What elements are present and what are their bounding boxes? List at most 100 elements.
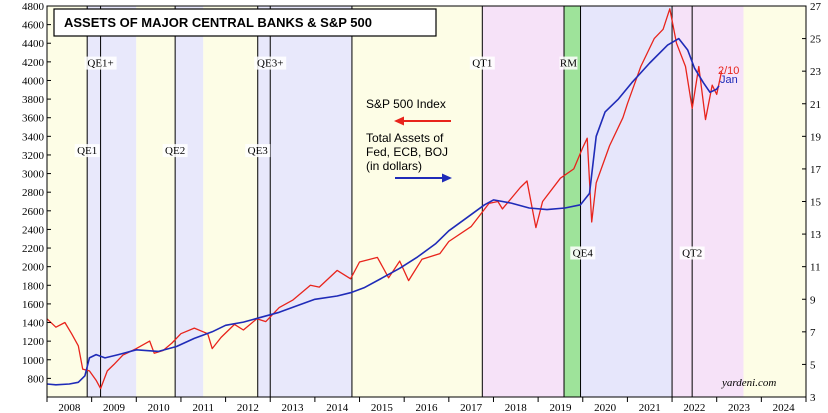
y-left-tick-label: 2600	[22, 206, 45, 218]
shaded-period	[257, 6, 352, 397]
y-left-tick-label: 2000	[22, 262, 45, 274]
y-left-tick-label: 3800	[22, 94, 45, 106]
x-tick-label: 2014	[326, 402, 349, 413]
annotation-label: QE2	[165, 145, 185, 157]
y-right-tick-label: 21	[810, 99, 821, 111]
y-right-tick-label: 9	[810, 294, 816, 306]
x-tick-label: 2017	[460, 402, 483, 413]
legend-sp500-arrow	[394, 116, 451, 126]
shaded-period	[47, 6, 88, 397]
shaded-period	[87, 6, 137, 397]
x-tick-label: 2012	[237, 402, 259, 413]
shaded-period	[580, 6, 673, 397]
y-left-tick-label: 4400	[22, 38, 45, 50]
x-tick-label: 2020	[594, 402, 617, 413]
annotation-label: QE3	[248, 145, 269, 157]
shaded-period	[175, 6, 204, 397]
title-box	[53, 8, 437, 37]
y-right-tick-label: 15	[810, 197, 822, 209]
sp500-end-label: 2/10	[718, 65, 739, 77]
y-left-tick-label: 1400	[22, 318, 45, 330]
y-left-tick-label: 3000	[22, 169, 45, 181]
shaded-period	[351, 6, 483, 397]
annotation-bg	[162, 144, 188, 158]
annotation-label: QE1	[77, 145, 97, 157]
y-axis-right: 3 5 7 9 11 13 15 17 19 21 23 25 27	[802, 1, 822, 404]
legend-assets-line3: (in dollars)	[366, 159, 422, 173]
x-tick-label: 2016	[416, 402, 439, 413]
annotation-bg	[74, 144, 100, 158]
policy-lines	[86, 6, 693, 397]
shaded-period	[203, 6, 258, 397]
annotation-label: QT2	[682, 247, 702, 259]
chart-title-text: ASSETS OF MAJOR CENTRAL BANKS & S&P 500	[64, 15, 372, 30]
x-tick-label: 2019	[549, 402, 572, 413]
legend-assets-line2: Fed, ECB, BOJ	[366, 145, 448, 159]
shaded-periods	[47, 6, 806, 397]
annotation-label: QT1	[472, 58, 492, 70]
annotation-label: QE3+	[257, 58, 283, 70]
annotation-bg	[679, 246, 705, 260]
annotation-label: RM	[560, 58, 577, 70]
y-right-tick-label: 27	[810, 1, 822, 13]
y-left-tick-label: 4600	[22, 20, 45, 32]
y-left-tick-label: 3600	[22, 113, 45, 125]
y-left-tick-label: 1800	[22, 280, 45, 292]
y-axis-left: 800 1000 1200 1400 1600 1800 2000 2200 2400 2600 2…	[22, 1, 51, 385]
legend: S&P 500 Index Total Assets of Fed, ECB, …	[366, 97, 452, 183]
x-tick-label: 2024	[773, 402, 796, 413]
x-tick-label: 2022	[683, 402, 705, 413]
x-tick-label: 2009	[103, 402, 126, 413]
x-tick-label: 2015	[371, 402, 394, 413]
x-tick-label: 2010	[148, 402, 171, 413]
y-left-tick-label: 2800	[22, 187, 45, 199]
y-left-tick-label: 1200	[22, 336, 45, 348]
y-left-tick-label: 3400	[22, 131, 45, 143]
shaded-period	[564, 6, 581, 397]
y-right-tick-label: 5	[810, 359, 816, 371]
annotation-bg	[570, 246, 596, 260]
annotation-bg	[469, 56, 495, 70]
y-left-tick-label: 800	[28, 373, 45, 385]
assets-end-label: Jan	[720, 74, 738, 86]
y-right-tick-label: 23	[810, 66, 822, 78]
legend-assets-arrow	[395, 173, 452, 183]
y-left-tick-label: 1000	[22, 355, 45, 367]
y-left-tick-label: 1600	[22, 299, 45, 311]
policy-annotations: QE1 QE1+ QE2 QE3 QE3+ QT1 RM QE4 QT2	[74, 56, 705, 260]
y-right-tick-label: 19	[810, 131, 822, 143]
y-right-tick-label: 25	[810, 34, 822, 46]
y-left-tick-label: 3200	[22, 150, 45, 162]
x-tick-label: 2011	[192, 402, 214, 413]
y-right-tick-label: 7	[810, 327, 816, 339]
y-left-tick-label: 4800	[22, 1, 45, 13]
x-axis: 2008 2009 2010 2011 2012 2013 2014 2015 2016 2017…	[46, 397, 807, 413]
annotation-bg	[245, 144, 271, 158]
assets-series-line	[46, 37, 720, 386]
legend-sp500-label: S&P 500 Index	[366, 97, 446, 111]
series-lines	[46, 8, 723, 390]
annotation-label: QE1+	[87, 58, 113, 70]
annotation-label: QE4	[573, 247, 594, 259]
y-right-tick-label: 3	[810, 392, 816, 404]
x-tick-label: 2013	[282, 402, 305, 413]
y-left-tick-label: 2400	[22, 224, 45, 236]
shaded-period	[136, 6, 176, 397]
y-right-tick-label: 17	[810, 164, 822, 176]
y-left-tick-label: 4000	[22, 75, 45, 87]
legend-assets-line1: Total Assets of	[366, 131, 444, 145]
y-right-tick-label: 13	[810, 229, 822, 241]
chart-title: ASSETS OF MAJOR CENTRAL BANKS & S&P 500	[53, 8, 437, 37]
annotation-bg	[254, 56, 287, 70]
x-tick-label: 2023	[728, 402, 751, 413]
shaded-period	[672, 6, 744, 397]
x-tick-label: 2018	[505, 402, 528, 413]
y-left-tick-label: 2200	[22, 243, 45, 255]
x-tick-label: 2021	[639, 402, 661, 413]
shaded-period	[743, 6, 806, 397]
source-label: yardeni.com	[721, 377, 776, 389]
annotation-bg	[559, 56, 578, 70]
annotation-bg	[84, 56, 117, 70]
y-right-tick-label: 11	[810, 262, 821, 274]
